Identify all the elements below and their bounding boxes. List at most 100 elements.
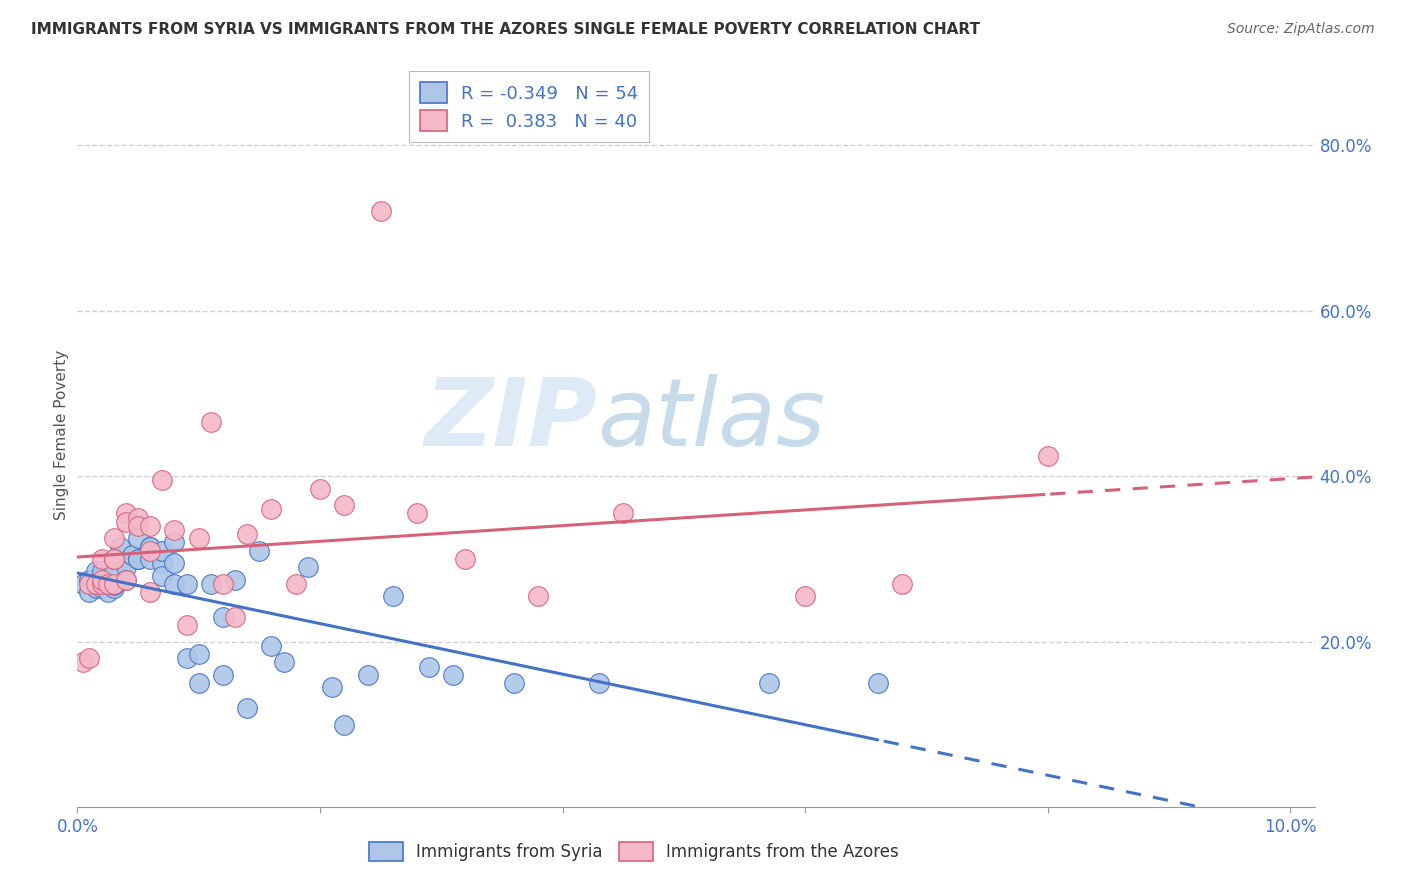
Point: [212, 576, 235, 591]
Point: [90, 565, 112, 579]
Point: [115, 507, 138, 521]
Point: [79, 585, 101, 599]
Point: [224, 610, 246, 624]
Point: [273, 656, 295, 670]
Point: [370, 204, 392, 219]
Point: [247, 543, 270, 558]
Point: [527, 589, 550, 603]
Point: [90, 576, 112, 591]
Point: [115, 560, 138, 574]
Point: [297, 560, 319, 574]
Point: [90, 576, 112, 591]
Y-axis label: Single Female Poverty: Single Female Poverty: [53, 350, 69, 520]
Point: [150, 568, 173, 582]
Point: [97, 576, 120, 591]
Point: [139, 552, 162, 566]
Point: [79, 576, 101, 591]
Point: [97, 585, 120, 599]
Point: [150, 543, 173, 558]
Point: [176, 576, 198, 591]
Text: Source: ZipAtlas.com: Source: ZipAtlas.com: [1227, 22, 1375, 37]
Point: [72, 576, 94, 591]
Text: ZIP: ZIP: [425, 374, 598, 466]
Point: [79, 573, 101, 587]
Point: [139, 519, 162, 533]
Point: [612, 507, 634, 521]
Point: [260, 502, 283, 516]
Point: [103, 581, 125, 595]
Point: [176, 651, 198, 665]
Point: [758, 676, 780, 690]
Point: [200, 416, 222, 430]
Point: [139, 540, 162, 554]
Point: [79, 651, 101, 665]
Point: [103, 552, 125, 566]
Point: [115, 573, 138, 587]
Point: [90, 573, 112, 587]
Point: [103, 565, 125, 579]
Point: [321, 680, 343, 694]
Point: [866, 676, 889, 690]
Point: [108, 540, 131, 554]
Point: [84, 581, 107, 595]
Point: [90, 570, 112, 584]
Point: [236, 701, 259, 715]
Point: [284, 576, 307, 591]
Point: [127, 510, 149, 524]
Point: [588, 676, 610, 690]
Point: [139, 540, 162, 554]
Point: [406, 507, 429, 521]
Point: [163, 576, 186, 591]
Point: [441, 668, 464, 682]
Point: [103, 552, 125, 566]
Point: [236, 527, 259, 541]
Point: [121, 548, 143, 562]
Point: [187, 531, 209, 545]
Point: [454, 552, 477, 566]
Point: [150, 474, 173, 488]
Point: [103, 576, 125, 591]
Point: [163, 556, 186, 570]
Point: [115, 573, 138, 587]
Point: [176, 618, 198, 632]
Point: [103, 576, 125, 591]
Point: [212, 668, 235, 682]
Point: [163, 523, 186, 537]
Point: [224, 573, 246, 587]
Point: [90, 552, 112, 566]
Point: [139, 585, 162, 599]
Point: [72, 656, 94, 670]
Point: [357, 668, 380, 682]
Point: [200, 576, 222, 591]
Point: [84, 565, 107, 579]
Point: [187, 676, 209, 690]
Text: atlas: atlas: [598, 375, 825, 466]
Point: [418, 659, 440, 673]
Point: [333, 498, 356, 512]
Point: [891, 576, 914, 591]
Point: [381, 589, 404, 603]
Point: [115, 515, 138, 529]
Point: [127, 552, 149, 566]
Point: [794, 589, 817, 603]
Point: [309, 482, 332, 496]
Text: IMMIGRANTS FROM SYRIA VS IMMIGRANTS FROM THE AZORES SINGLE FEMALE POVERTY CORREL: IMMIGRANTS FROM SYRIA VS IMMIGRANTS FROM…: [31, 22, 980, 37]
Point: [127, 531, 149, 545]
Point: [212, 610, 235, 624]
Point: [90, 581, 112, 595]
Point: [103, 531, 125, 545]
Point: [103, 578, 125, 592]
Point: [84, 576, 107, 591]
Point: [163, 535, 186, 549]
Point: [150, 556, 173, 570]
Legend: Immigrants from Syria, Immigrants from the Azores: Immigrants from Syria, Immigrants from t…: [361, 834, 907, 870]
Point: [333, 717, 356, 731]
Point: [127, 519, 149, 533]
Point: [503, 676, 526, 690]
Point: [260, 639, 283, 653]
Point: [127, 552, 149, 566]
Point: [139, 543, 162, 558]
Point: [1036, 449, 1059, 463]
Point: [187, 647, 209, 661]
Point: [115, 556, 138, 570]
